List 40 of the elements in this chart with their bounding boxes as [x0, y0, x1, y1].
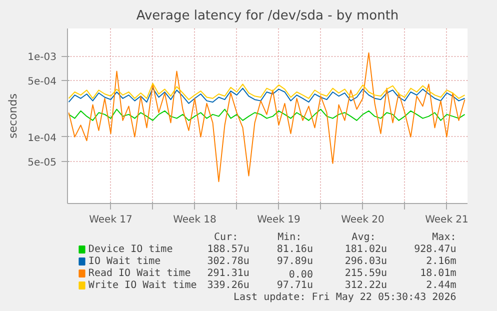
x-tick-label: Week 17 — [89, 214, 132, 226]
text: 181.02u — [344, 244, 388, 255]
text: 2.44m — [426, 280, 456, 291]
x-tick-label: Week 21 — [425, 214, 468, 226]
x-tick-label: Week 19 — [257, 214, 300, 226]
text: 215.59u — [344, 268, 388, 279]
text: 18.01m — [420, 268, 456, 279]
text: 928.47u — [414, 244, 456, 255]
x-tick-label: Week 20 — [341, 214, 384, 226]
legend-label: IO Wait time — [88, 256, 161, 267]
text: 97.71u — [276, 280, 313, 291]
legend-label: Write IO Wait time — [88, 280, 197, 291]
x-tick-label: Week 18 — [173, 214, 216, 226]
text: 2.16m — [426, 256, 456, 267]
text: Last update: Fri May 22 05:30:43 2026 — [233, 292, 456, 303]
text: 312.22u — [344, 280, 388, 291]
y-tick-label: 5e-04 — [28, 76, 57, 88]
line-series — [68, 52, 466, 182]
chart-title: Average latency for /dev/sda - by month — [136, 8, 399, 24]
y-tick-label: 5e-05 — [28, 157, 57, 168]
text: 339.26u — [207, 280, 250, 291]
legend-label: Read IO Wait time — [88, 268, 191, 279]
text: 0.00 — [288, 270, 313, 280]
text: 81.16u — [276, 244, 313, 255]
text: Min: — [278, 232, 302, 243]
y-axis-title: seconds — [6, 93, 20, 138]
y-tick-label: 1e-03 — [28, 52, 57, 64]
text: Avg: — [352, 232, 376, 243]
text: 97.89u — [276, 256, 313, 267]
line-series — [68, 108, 466, 121]
text: 188.57u — [207, 244, 250, 255]
text: 302.78u — [207, 256, 250, 267]
line-series — [68, 82, 466, 100]
text: 296.03u — [344, 256, 388, 267]
text: Cur: — [214, 232, 238, 243]
text: 291.31u — [207, 268, 250, 279]
text: Max: — [432, 232, 456, 243]
y-tick-label: 1e-04 — [28, 132, 57, 144]
line-series — [68, 88, 466, 104]
legend-label: Device IO time — [88, 244, 173, 255]
